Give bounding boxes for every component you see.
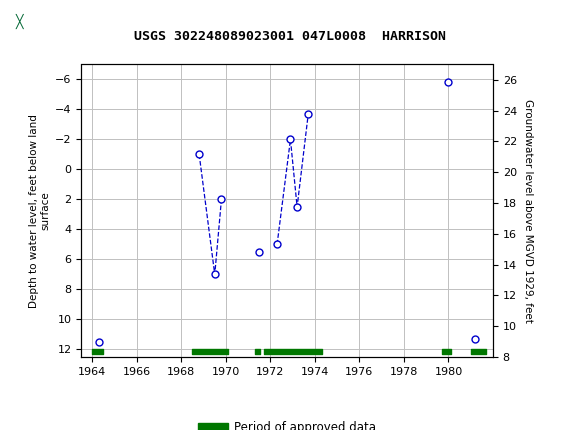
Legend: Period of approved data: Period of approved data bbox=[194, 416, 380, 430]
Y-axis label: Groundwater level above MGVD 1929, feet: Groundwater level above MGVD 1929, feet bbox=[523, 99, 532, 322]
Text: USGS 302248089023001 047L0008  HARRISON: USGS 302248089023001 047L0008 HARRISON bbox=[134, 30, 446, 43]
Text: ╳: ╳ bbox=[16, 14, 23, 29]
Text: USGS: USGS bbox=[75, 14, 122, 29]
Bar bbox=[6, 3, 64, 40]
Y-axis label: Depth to water level, feet below land
surface: Depth to water level, feet below land su… bbox=[29, 114, 51, 307]
